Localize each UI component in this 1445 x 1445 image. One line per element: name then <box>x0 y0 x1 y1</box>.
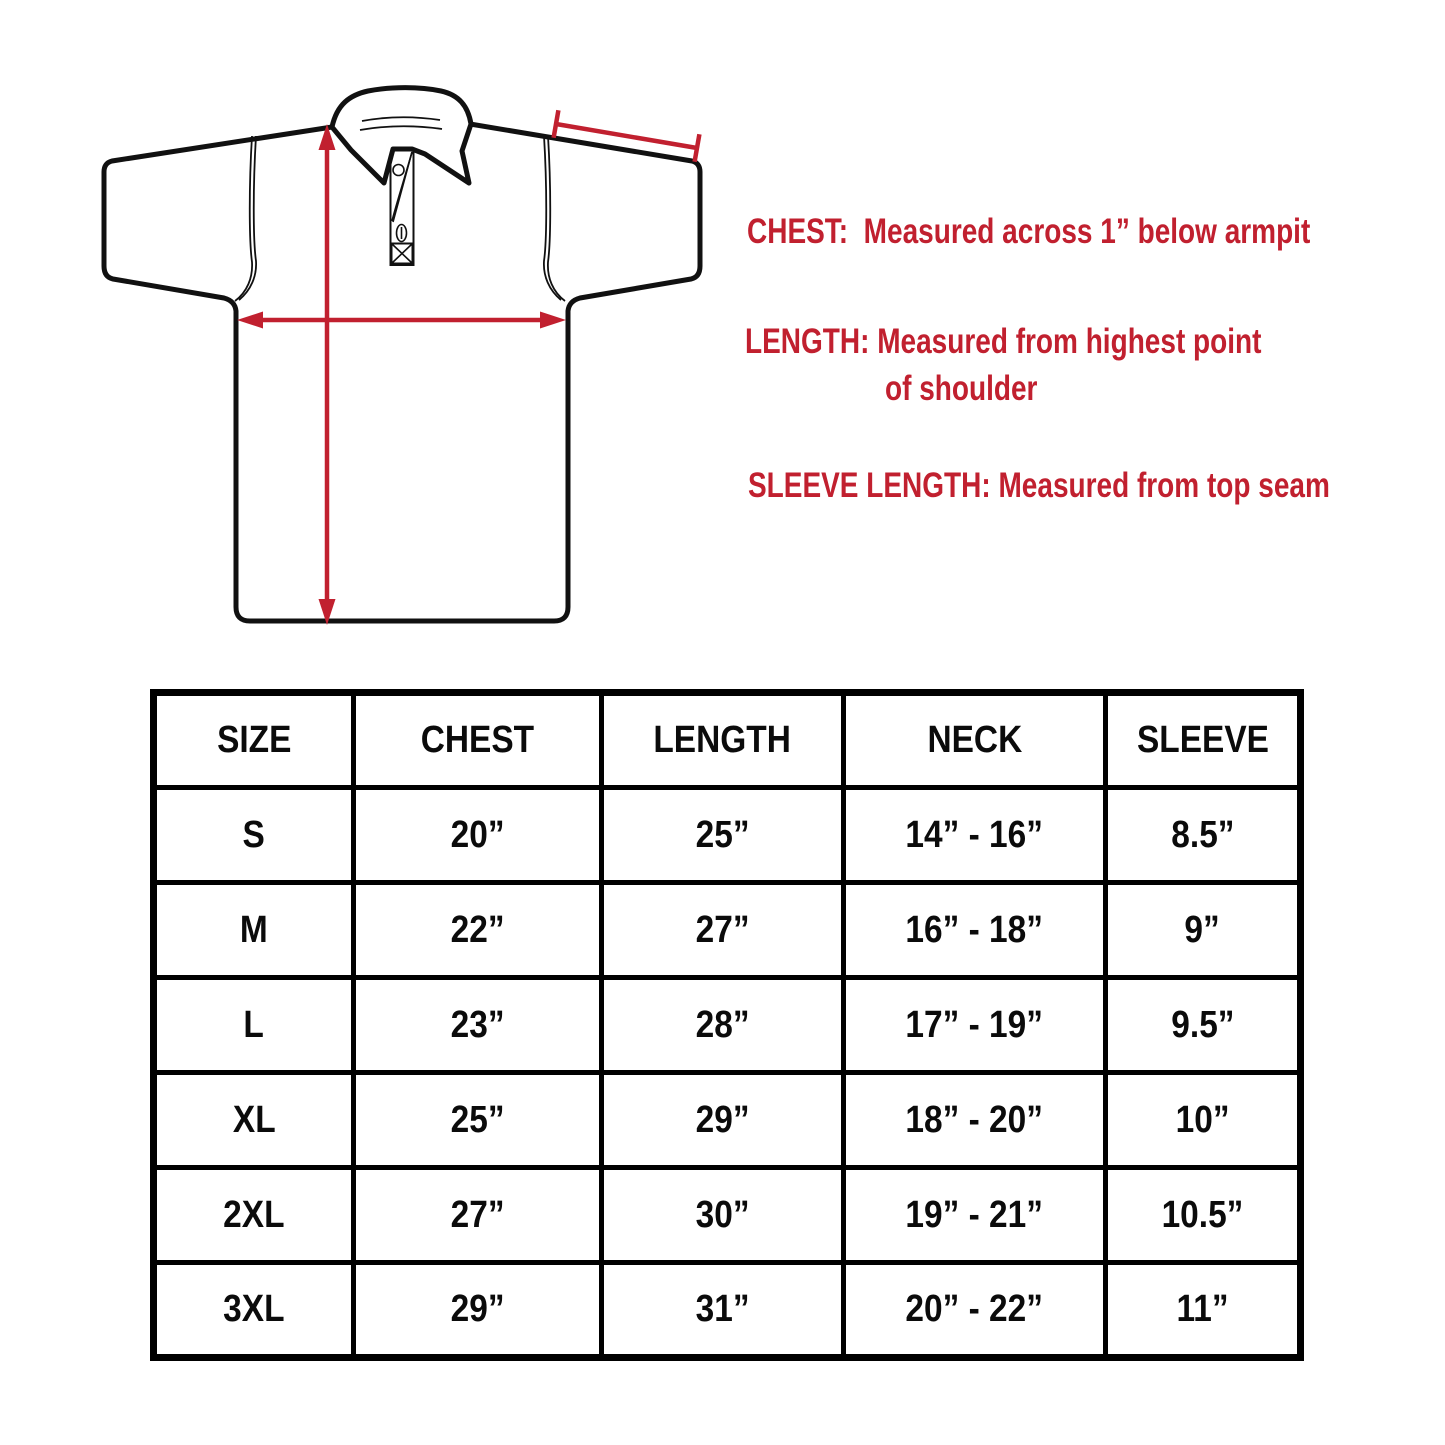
placket-button-top <box>392 163 405 177</box>
sleeve-value-cell: 8.5” <box>1103 785 1303 885</box>
chest-value-cell: 25” <box>351 1070 604 1170</box>
neck-value-cell: 16” - 18” <box>841 880 1108 980</box>
size-label-cell: 3XL <box>151 1260 356 1360</box>
armhole-seam-right <box>543 135 566 302</box>
sleeve-length-dimension-line <box>551 109 702 163</box>
sleeve-value-cell: 10.5” <box>1103 1165 1303 1265</box>
sleeve-value-cell: 11” <box>1103 1260 1303 1360</box>
length-value-cell: 31” <box>599 1260 846 1360</box>
length-annotation-text-line1: LENGTH: Measured from highest point <box>745 322 1262 361</box>
table-row: XL 25” 29” 18” - 20” 10” <box>151 1070 1303 1170</box>
chest-arrow <box>237 311 566 329</box>
neck-value-cell: 17” - 19” <box>841 975 1108 1075</box>
chest-annotation-text: CHEST: Measured across 1” below armpit <box>747 212 1311 251</box>
polo-shirt-illustration <box>101 85 703 625</box>
header-chest: CHEST <box>351 690 604 790</box>
sleeve-annotation-text: SLEEVE LENGTH: Measured from top seam <box>748 466 1330 505</box>
size-label-cell: 2XL <box>151 1165 356 1265</box>
table-row: 2XL 27” 30” 19” - 21” 10.5” <box>151 1165 1303 1265</box>
armhole-seam-left <box>234 135 257 302</box>
length-value-cell: 28” <box>599 975 846 1075</box>
length-value-cell: 30” <box>599 1165 846 1265</box>
table-row: M 22” 27” 16” - 18” 9” <box>151 880 1303 980</box>
length-value-cell: 25” <box>599 785 846 885</box>
neck-value-cell: 14” - 16” <box>841 785 1108 885</box>
polo-shirt-diagram <box>80 70 720 640</box>
chest-value-cell: 27” <box>351 1165 604 1265</box>
size-label-cell: S <box>151 785 356 885</box>
chest-annotation: CHEST: Measured across 1” below armpit <box>747 214 1445 249</box>
chest-value-cell: 22” <box>351 880 604 980</box>
table-row: L 23” 28” 17” - 19” 9.5” <box>151 975 1303 1075</box>
header-size: SIZE <box>151 690 356 790</box>
length-annotation-text-line2: of shoulder <box>885 369 1038 408</box>
sleeve-value-cell: 9” <box>1103 880 1303 980</box>
size-label-cell: XL <box>151 1070 356 1170</box>
length-value-cell: 27” <box>599 880 846 980</box>
neck-value-cell: 20” - 22” <box>841 1260 1108 1360</box>
length-arrow <box>318 124 336 625</box>
size-chart-table: SIZE CHEST LENGTH NECK SLEEVE S 20” 25” … <box>150 689 1304 1361</box>
sleeve-value-cell: 9.5” <box>1103 975 1303 1075</box>
length-annotation: LENGTH: Measured from highest point of s… <box>745 324 1391 406</box>
placket-button <box>395 223 408 243</box>
sleeve-annotation: SLEEVE LENGTH: Measured from top seam <box>748 468 1445 503</box>
neck-value-cell: 19” - 21” <box>841 1165 1108 1265</box>
chest-value-cell: 20” <box>351 785 604 885</box>
header-length: LENGTH <box>599 690 846 790</box>
length-value-cell: 29” <box>599 1070 846 1170</box>
placket-box-stitch <box>390 242 414 265</box>
collar-stand-stitching <box>359 116 443 131</box>
table-row: 3XL 29” 31” 20” - 22” 11” <box>151 1260 1303 1360</box>
table-row: S 20” 25” 14” - 16” 8.5” <box>151 785 1303 885</box>
header-neck: NECK <box>841 690 1108 790</box>
chest-value-cell: 23” <box>351 975 604 1075</box>
size-label-cell: L <box>151 975 356 1075</box>
header-row: SIZE CHEST LENGTH NECK SLEEVE <box>151 690 1303 790</box>
placket-fold <box>391 151 413 223</box>
sleeve-value-cell: 10” <box>1103 1070 1303 1170</box>
neck-value-cell: 18” - 20” <box>841 1070 1108 1170</box>
collar <box>329 85 474 186</box>
chest-value-cell: 29” <box>351 1260 604 1360</box>
header-sleeve: SLEEVE <box>1103 690 1303 790</box>
size-label-cell: M <box>151 880 356 980</box>
